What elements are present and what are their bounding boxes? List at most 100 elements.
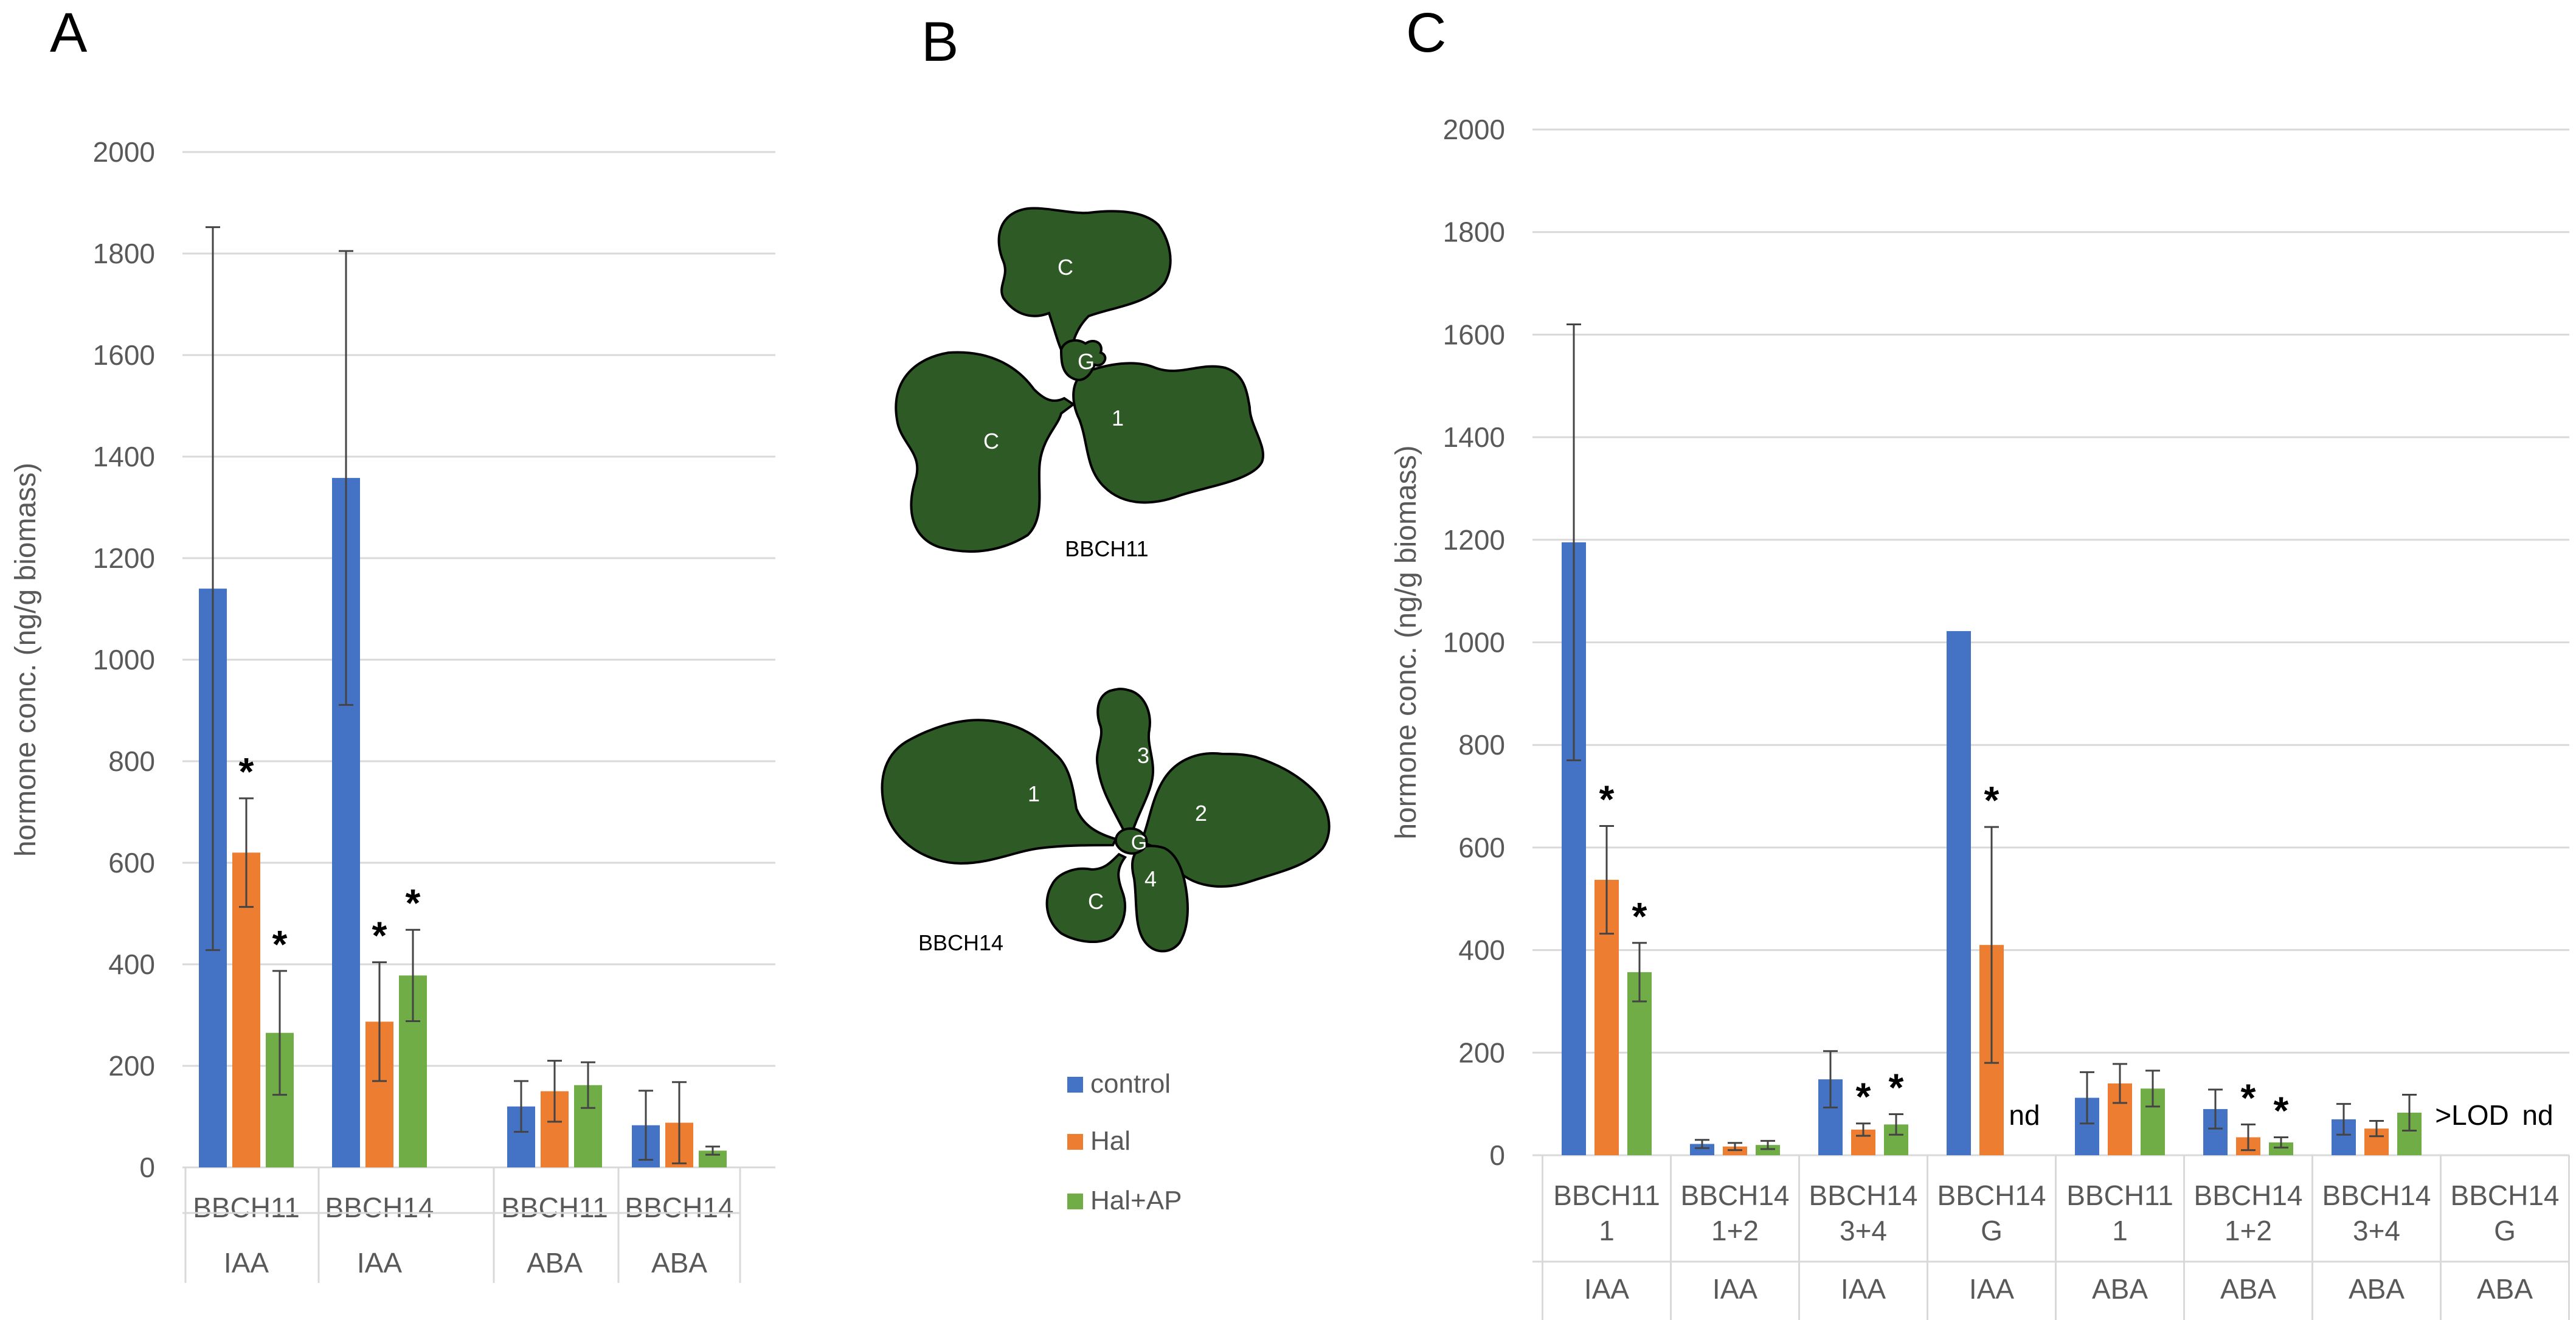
bar-control: [1690, 1144, 1714, 1155]
legend-label-hal-ap: Hal+AP: [1090, 1186, 1182, 1215]
y-tick-label: 1600: [93, 339, 155, 371]
y-tick-label: 1600: [1443, 319, 1505, 350]
panel-a-label: A: [50, 2, 88, 64]
bbch14-leaf-4: [1131, 845, 1189, 953]
chart-a: 0 200 400 600 800 1000 1200 1400 1600 1800 2000 hor…: [10, 136, 775, 1283]
category-hormone-label: ABA: [2349, 1273, 2405, 1305]
significance-marker: *: [1632, 894, 1647, 938]
y-tick-label: 400: [1458, 935, 1505, 966]
category-stage-label: BBCH11: [501, 1192, 608, 1223]
y-tick-label: 800: [108, 745, 155, 777]
y-tick-label: 1000: [93, 644, 155, 676]
category-sub-label: 3+4: [1840, 1215, 1887, 1246]
y-axis-label: hormone conc. (ng/g biomass): [10, 463, 42, 857]
category-stage-label: BBCH14: [2322, 1180, 2431, 1211]
plant-diagram: C C 1 G BBCH11 1 3 2 C 4 G BBCH14 contro…: [881, 207, 1331, 1215]
category-hormone-label: IAA: [1712, 1273, 1757, 1305]
panel-c-label: C: [1406, 2, 1446, 64]
bar-hal-ap: [1756, 1145, 1780, 1155]
bbch11-growth-center: [1059, 339, 1107, 381]
y-tick-label: 2000: [1443, 114, 1505, 145]
category-stage-label: BBCH11: [1553, 1180, 1660, 1211]
bbch11-leaf-right: [1072, 362, 1264, 504]
annotation-label: nd: [2009, 1099, 2040, 1131]
y-tick-label: 800: [1458, 729, 1505, 761]
category-sub-label: 3+4: [2353, 1215, 2400, 1246]
category-sub-label: G: [2494, 1215, 2516, 1246]
category-stage-label: BBCH14: [1937, 1180, 2046, 1211]
bbch14-leaf-4-label: 4: [1144, 866, 1157, 891]
bbch11-center-label: G: [1078, 349, 1095, 374]
chart-c: 0 200 400 600 800 1000 1200 1400 1600 1800 2000 hor…: [1390, 114, 2570, 1320]
y-axis-label: hormone conc. (ng/g biomass): [1390, 445, 1422, 839]
significance-marker: *: [1599, 777, 1615, 821]
bar-control: [1947, 631, 1971, 1155]
y-tick-label: 200: [1458, 1037, 1505, 1068]
y-tick-label: 0: [139, 1152, 155, 1183]
legend-swatch-hal: [1067, 1134, 1083, 1150]
y-tick-label: 400: [108, 949, 155, 980]
category-hormone-label: IAA: [1969, 1273, 2014, 1305]
bbch14-center-label: G: [1131, 831, 1147, 854]
bbch11-leaf-left: [895, 351, 1076, 553]
y-tick-label: 2000: [93, 136, 155, 168]
y-tick-label: 200: [108, 1050, 155, 1082]
bbch14-leaf-3: [1096, 688, 1154, 838]
category-sub-label: G: [1981, 1215, 2003, 1246]
category-stage-label: BBCH14: [1809, 1180, 1918, 1211]
y-tick-label: 1200: [1443, 524, 1505, 556]
category-stage-label: BBCH14: [1681, 1180, 1790, 1211]
annotation-label: >LOD: [2435, 1099, 2508, 1131]
bbch14-leaf-c-label: C: [1088, 889, 1104, 914]
significance-marker: *: [2241, 1076, 2256, 1119]
legend-swatch-hal-ap: [1067, 1194, 1083, 1209]
bar-hal-ap: [2269, 1142, 2293, 1155]
bbch11-caption: BBCH11: [1065, 536, 1148, 561]
legend-swatch-control: [1067, 1077, 1083, 1093]
bbch14-leaf-1-label: 1: [1028, 781, 1040, 806]
category-stage-label: BBCH14: [2451, 1180, 2560, 1211]
category-hormone-label: ABA: [2092, 1273, 2148, 1305]
legend: control Hal Hal+AP: [1067, 1069, 1182, 1215]
y-tick-label: 600: [108, 847, 155, 879]
category-stage-label: BBCH14: [325, 1192, 434, 1223]
category-sub-label: 1+2: [1711, 1215, 1759, 1246]
category-sub-label: 1: [2112, 1215, 2128, 1246]
bbch11-plant: C C 1 G BBCH11: [895, 207, 1264, 561]
bbch14-plant: 1 3 2 C 4 G BBCH14: [881, 688, 1331, 955]
category-hormone-label: ABA: [2220, 1273, 2276, 1305]
y-tick-label: 1800: [1443, 216, 1505, 248]
bbch14-growth-center: [1114, 827, 1148, 855]
y-tick-label: 1400: [93, 441, 155, 472]
category-hormone-label: ABA: [651, 1247, 707, 1279]
significance-marker: *: [372, 914, 387, 958]
category-sub-label: 1+2: [2225, 1215, 2272, 1246]
category-hormone-label: IAA: [357, 1247, 402, 1279]
y-tick-label: 1800: [93, 238, 155, 269]
category-stage-label: BBCH11: [193, 1192, 300, 1223]
y-tick-label: 0: [1489, 1139, 1505, 1171]
significance-marker: *: [1984, 778, 2000, 822]
category-stage-label: BBCH14: [2194, 1180, 2303, 1211]
bbch14-caption: BBCH14: [918, 930, 1003, 955]
bbch14-leaf-2: [1138, 752, 1331, 888]
significance-marker: *: [2274, 1088, 2289, 1132]
category-hormone-label: ABA: [527, 1247, 583, 1279]
category-stage-label: BBCH11: [2066, 1180, 2173, 1211]
panel-b-label: B: [921, 11, 958, 73]
category-hormone-label: IAA: [1584, 1273, 1629, 1305]
legend-label-hal: Hal: [1090, 1126, 1130, 1156]
category-sub-label: 1: [1599, 1215, 1615, 1246]
y-tick-label: 1200: [93, 542, 155, 574]
bbch11-leaf-top-label: C: [1058, 255, 1073, 280]
bbch14-leaf-2-label: 2: [1195, 801, 1207, 826]
bbch11-leaf-top: [997, 207, 1172, 354]
bbch14-leaf-3-label: 3: [1137, 743, 1149, 768]
category-hormone-label: IAA: [1841, 1273, 1886, 1305]
bar-hal-ap: [1627, 972, 1652, 1155]
bbch14-leaf-1: [881, 719, 1118, 865]
significance-marker: *: [272, 922, 288, 966]
bbch11-leaf-left-label: C: [983, 429, 999, 454]
category-stage-label: BBCH14: [625, 1192, 734, 1223]
